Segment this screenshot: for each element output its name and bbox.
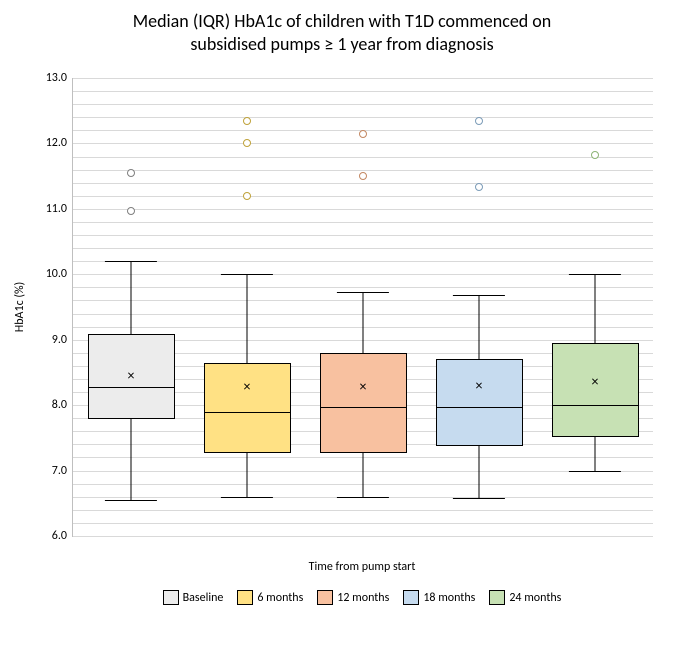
legend-item: Baseline [163, 590, 224, 605]
whisker-cap [105, 261, 157, 262]
x-axis-label: Time from pump start [72, 560, 652, 574]
median-line [552, 405, 639, 406]
chart-title: Median (IQR) HbA1c of children with T1D … [0, 10, 684, 57]
whisker-cap [105, 500, 157, 501]
legend-swatch [317, 590, 333, 605]
legend: Baseline 6 months 12 months 18 months 24 mon… [72, 590, 652, 605]
legend-swatch [489, 590, 505, 605]
median-line [320, 407, 407, 408]
mean-mark: × [244, 380, 251, 394]
outlier [591, 151, 599, 159]
ytick-label: 7.0 [52, 464, 67, 478]
whisker-cap [569, 274, 621, 275]
mean-mark: × [128, 369, 135, 383]
outlier [475, 183, 483, 191]
outlier [475, 117, 483, 125]
whisker-cap [453, 295, 505, 296]
outlier [359, 172, 367, 180]
whisker-cap [569, 471, 621, 472]
legend-item: 24 months [489, 590, 561, 605]
outlier [243, 192, 251, 200]
legend-item: 12 months [317, 590, 389, 605]
whisker-cap [221, 274, 273, 275]
whisker-cap [337, 497, 389, 498]
mean-mark: × [476, 379, 483, 393]
plot-area: 6.07.08.09.010.011.012.013.0××××× [72, 78, 653, 537]
legend-swatch [163, 590, 179, 605]
legend-swatch [237, 590, 253, 605]
outlier [359, 130, 367, 138]
legend-label: 12 months [337, 591, 389, 605]
title-line-1: Median (IQR) HbA1c of children with T1D … [133, 10, 552, 32]
ytick-label: 6.0 [52, 529, 67, 543]
legend-swatch [403, 590, 419, 605]
mean-mark: × [360, 380, 367, 394]
ytick-label: 10.0 [46, 267, 67, 281]
ytick-label: 12.0 [46, 136, 67, 150]
median-line [204, 412, 291, 413]
box-baseline: × [88, 78, 175, 536]
legend-label: 6 months [257, 591, 303, 605]
chart-container: Median (IQR) HbA1c of children with T1D … [0, 0, 684, 649]
ytick-label: 13.0 [46, 71, 67, 85]
median-line [436, 407, 523, 408]
whisker-cap [221, 497, 273, 498]
box-18-months: × [436, 78, 523, 536]
mean-mark: × [592, 375, 599, 389]
outlier [127, 207, 135, 215]
median-line [88, 387, 175, 388]
legend-label: Baseline [183, 591, 224, 605]
ytick-label: 9.0 [52, 333, 67, 347]
ytick-label: 11.0 [46, 202, 67, 216]
iqr-box [320, 353, 407, 453]
outlier [243, 139, 251, 147]
legend-label: 24 months [509, 591, 561, 605]
y-axis-label: HbA1c (%) [13, 282, 27, 332]
iqr-box [436, 359, 523, 446]
title-line-2: subsidised pumps ≥ 1 year from diagnosis [190, 33, 493, 55]
legend-item: 6 months [237, 590, 303, 605]
gridline [73, 536, 653, 537]
outlier [127, 169, 135, 177]
ytick-label: 8.0 [52, 398, 67, 412]
whisker-cap [453, 498, 505, 499]
box-12-months: × [320, 78, 407, 536]
iqr-box [204, 363, 291, 453]
legend-item: 18 months [403, 590, 475, 605]
whisker-cap [337, 292, 389, 293]
outlier [243, 117, 251, 125]
legend-label: 18 months [423, 591, 475, 605]
box-24-months: × [552, 78, 639, 536]
